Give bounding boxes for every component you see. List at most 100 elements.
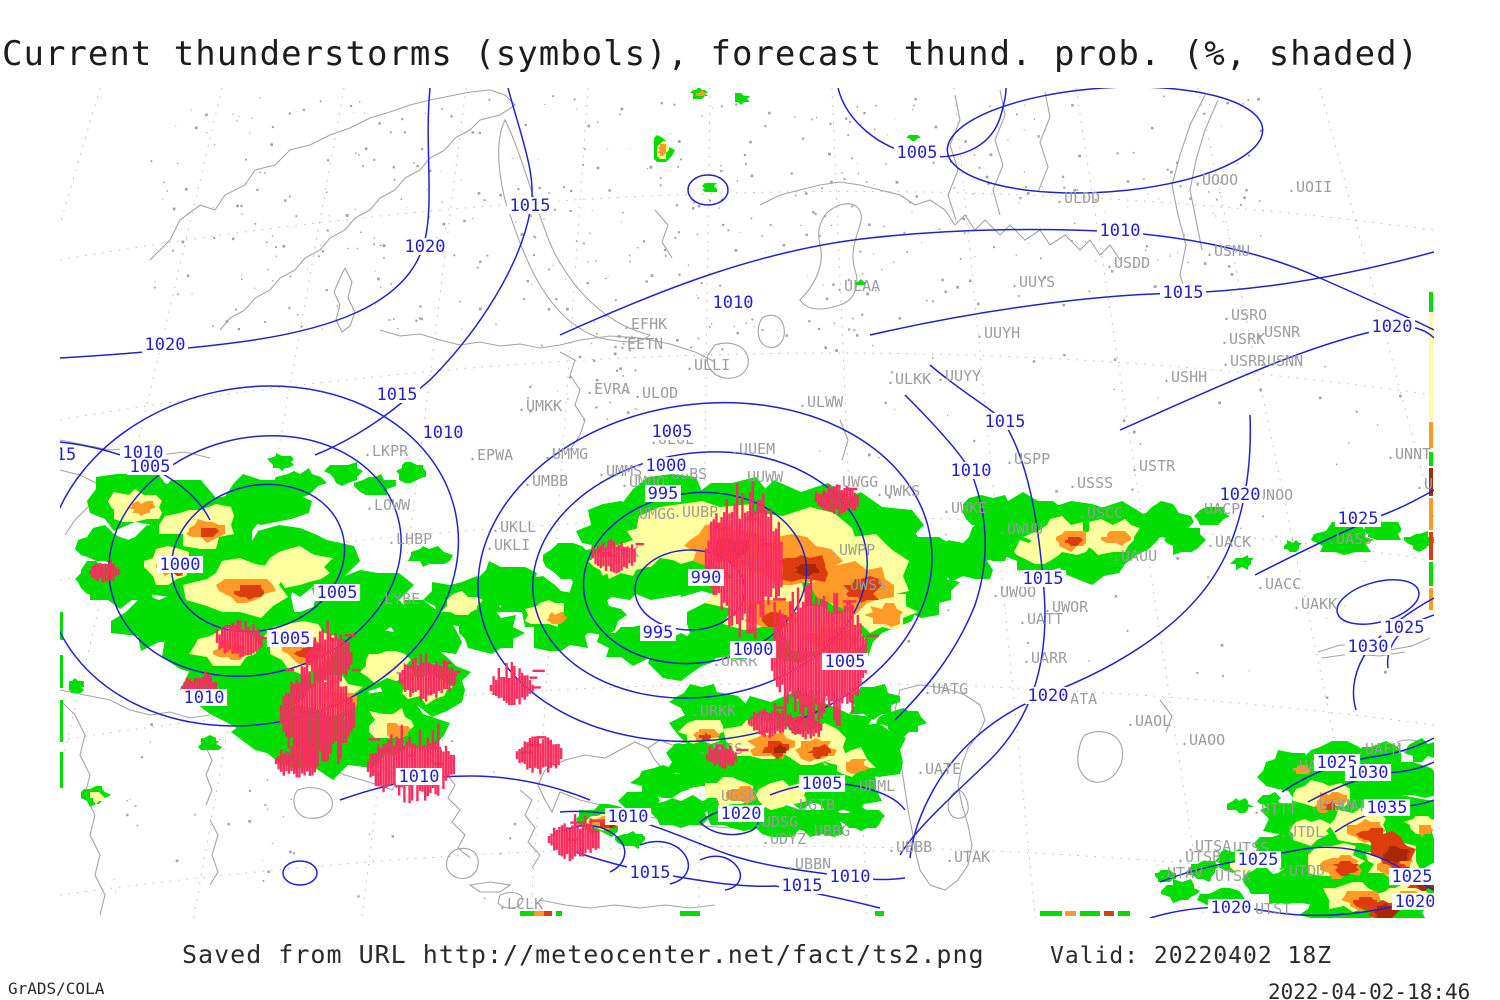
station-label: .USSS	[1068, 474, 1113, 492]
station-label: .UGTB	[790, 796, 835, 814]
station-label: .UWGG	[833, 473, 878, 491]
station-label: .UKLL	[491, 518, 536, 536]
station-label: .USRK	[1220, 330, 1265, 348]
isobar-value-label: 1020	[1395, 892, 1436, 912]
station-label: .UOOO	[1193, 171, 1238, 189]
coast-speckles	[113, 95, 1402, 900]
station-label: .LYBE	[375, 590, 420, 608]
station-label: .UMKK	[517, 397, 562, 415]
station-label: .UATE	[916, 760, 961, 778]
page-title: Current thunderstorms (symbols), forecas…	[2, 34, 1420, 74]
station-label: .UWKS	[875, 482, 920, 500]
isobar-value-label: 1030	[1348, 637, 1389, 657]
station-label: .UWOR	[1043, 598, 1089, 616]
station-label: .USRR	[1221, 352, 1267, 370]
footer-generator-label: GrADS/COLA	[8, 979, 105, 998]
station-label: .LOWW	[365, 496, 411, 514]
isobar-value-label: 1000	[733, 640, 774, 660]
isobar-value-label: 1010	[399, 767, 440, 787]
station-label: .ULOD	[633, 384, 678, 402]
station-label: .UWUU	[998, 520, 1043, 538]
station-label: .EPWA	[468, 446, 513, 464]
station-label: .UAOL	[1126, 712, 1171, 730]
station-label: .UMMS	[597, 462, 642, 480]
station-label: .LCLK	[498, 895, 543, 913]
isobar-value-label: 1005	[130, 457, 171, 477]
isobar-value-label: 1015	[630, 863, 671, 883]
isobar-value-label: 1030	[1348, 763, 1389, 783]
station-label: .UDYZ	[761, 830, 806, 848]
isobar-value-label: 1015	[377, 385, 418, 405]
station-label: .USCC	[1078, 504, 1123, 522]
isobar-value-label: 1010	[1100, 221, 1141, 241]
footer-valid-time: Valid: 20220402 18Z	[1050, 943, 1333, 969]
station-label: .LKPR	[363, 442, 409, 460]
isobar-value-label: 1020	[145, 335, 186, 355]
isobar-value-label: 995	[648, 484, 679, 504]
isobar-value-label: 1025	[1238, 850, 1279, 870]
station-label: .EETN	[618, 335, 663, 353]
isobar-value-label: 1010	[608, 807, 649, 827]
station-label: .UNNT	[1386, 445, 1431, 463]
isobar-value-label: 1025	[1338, 509, 1379, 529]
coastlines	[60, 89, 1431, 916]
station-label: .UBBG	[805, 822, 850, 840]
station-label: .UUEM	[730, 440, 775, 458]
station-label: .UUWW	[738, 468, 784, 486]
station-label: .UASS	[1327, 530, 1372, 548]
isobar-value-label: 1005	[825, 652, 866, 672]
isobar-value-label: 1025	[1392, 867, 1433, 887]
isobar-value-label: 1010	[713, 293, 754, 313]
station-label: .UTKN	[1310, 796, 1355, 814]
station-label: .UKLI	[485, 536, 530, 554]
station-label: .ULAA	[835, 277, 880, 295]
station-label: .UACK	[1206, 533, 1251, 551]
station-label: .UAKK	[1292, 595, 1337, 613]
station-label: .USMU	[1205, 242, 1250, 260]
map-layers: .ULDD .USMU .USDD .UUYS .ULAA .USRO.USNR.USRK…	[56, 88, 1436, 918]
isobar-value-label: 1005	[802, 774, 843, 794]
isobar-value-label: 1010	[830, 867, 871, 887]
station-label: .UMBB	[523, 472, 568, 490]
station-label: .UTSK	[1206, 867, 1251, 885]
isobar-value-label: 1000	[160, 555, 201, 575]
isobar-contours	[60, 88, 1434, 918]
station-label: .USHH	[1162, 368, 1207, 386]
isobar-value-label: 1010	[184, 688, 225, 708]
station-label: .UWPP	[830, 541, 875, 559]
station-label: .EVRA	[585, 380, 630, 398]
station-label: .UUYS	[1010, 273, 1055, 291]
thunderstorm-symbol-clusters	[88, 481, 879, 862]
station-label: .USTR	[1130, 457, 1176, 475]
station-label: .ULWW	[798, 393, 844, 411]
station-label: .URML	[850, 777, 895, 795]
edge-marks	[60, 292, 1433, 916]
isobar-labels: 1005 1015 1020 1010 1015 1020 1010 1020 1015 1010…	[56, 143, 1436, 918]
isobar-value-label: 1015	[985, 412, 1026, 432]
isobar-value-label: 1020	[1028, 686, 1069, 706]
station-label: .UACP	[1195, 500, 1240, 518]
station-label: .UUYY	[936, 367, 981, 385]
station-label: .UTSA	[1186, 837, 1231, 855]
isobar-value-label: 15	[56, 445, 76, 465]
station-label: .UOII	[1287, 178, 1332, 196]
station-label: .EFHK	[622, 315, 667, 333]
station-label: .UTTT	[1252, 800, 1297, 818]
station-label: .UAFM	[1356, 740, 1401, 758]
station-label: .UATT	[1018, 610, 1063, 628]
station-label: .ULKK	[886, 370, 931, 388]
station-label: .UTDD	[1280, 862, 1325, 880]
station-label: .UUBP	[673, 503, 718, 521]
isobar-value-label: 1020	[1220, 485, 1261, 505]
station-label: .UUYH	[975, 324, 1020, 342]
station-label: .UTSB	[1176, 848, 1221, 866]
station-label: .UTAV	[1158, 864, 1203, 882]
isobar-value-label: 995	[643, 623, 674, 643]
station-label: .UTAK	[945, 848, 990, 866]
station-label: .UBBN	[786, 855, 831, 873]
isobar-value-label: 1025	[1384, 618, 1425, 638]
station-label: .USNN	[1258, 352, 1303, 370]
station-label: .UAOO	[1180, 731, 1225, 749]
